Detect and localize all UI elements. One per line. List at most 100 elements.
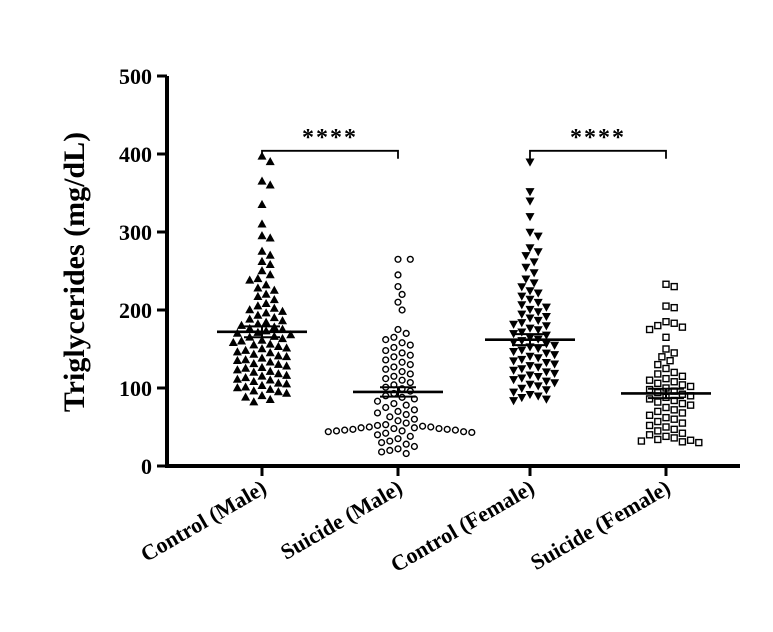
suicide-male-point (398, 349, 406, 357)
axes (165, 76, 740, 468)
control-female-point (525, 380, 535, 389)
control-male-point (269, 295, 279, 304)
suicide-male-point (398, 368, 406, 376)
suicide-male-point (460, 428, 468, 436)
suicide-male-point (402, 440, 410, 448)
suicide-male-point (398, 376, 406, 384)
suicide-male-point (378, 448, 386, 456)
control-female-point (509, 376, 519, 385)
suicide-male-point (468, 428, 476, 437)
control-female-point (509, 388, 519, 397)
suicide-male-point (382, 421, 390, 429)
control-male-point (249, 359, 259, 368)
control-female-point (517, 319, 527, 328)
y-axis-label: Triglycerides (mg/dL) (58, 132, 91, 412)
suicide-male-point (410, 442, 419, 451)
control-female-point (529, 258, 539, 267)
significance-stars: **** (570, 125, 626, 151)
control-female-point (533, 363, 543, 372)
control-female-point (550, 351, 560, 360)
suicide-male-point (382, 375, 390, 383)
control-male-point (277, 316, 288, 325)
significance-bracket (261, 149, 399, 159)
suicide-female-point (670, 282, 678, 291)
significance-annotations: **** **** (261, 125, 667, 159)
suicide-female-point (654, 370, 662, 378)
suicide-male-point (402, 401, 410, 409)
control-male-point (257, 219, 267, 228)
suicide-female-point (670, 349, 678, 357)
control-female-point (517, 374, 527, 383)
control-female-point (525, 228, 535, 237)
control-female-point (533, 326, 543, 335)
suicide-male-point (402, 449, 410, 458)
control-female-point (517, 301, 527, 310)
y-tick-label: 300 (119, 220, 152, 245)
suicide-male-point (386, 413, 394, 421)
control-male-point (261, 280, 271, 289)
control-female-point (525, 244, 535, 253)
control-male-point (245, 305, 255, 314)
y-tick-label: 100 (119, 376, 152, 401)
control-male-point (257, 353, 267, 362)
control-male-point (265, 156, 275, 166)
control-female-point (541, 358, 551, 368)
suicide-male-point (406, 370, 414, 378)
suicide-male-point (341, 426, 349, 434)
suicide-male-point (394, 255, 402, 263)
control-male-point (282, 370, 292, 379)
suicide-male-point (406, 341, 414, 349)
control-female-point (550, 341, 560, 350)
control-male-point (253, 310, 263, 319)
control-male-point (249, 367, 259, 376)
suicide-female-point (662, 345, 670, 353)
control-female-point (509, 397, 519, 406)
control-male-point (269, 312, 279, 322)
control-male-point (282, 361, 292, 370)
control-male-point (273, 359, 283, 368)
control-male-point (282, 388, 292, 397)
control-male-point (261, 289, 271, 298)
suicide-female-point (654, 398, 662, 406)
control-male-point (232, 355, 242, 365)
control-male-point (253, 283, 263, 292)
control-female-point (509, 357, 519, 366)
control-male-point (245, 314, 255, 323)
control-female-point (525, 352, 535, 361)
suicide-male-point (382, 429, 390, 437)
suicide-female-point (670, 425, 678, 434)
significance-stars: **** (302, 125, 358, 151)
significance-bracket (529, 149, 667, 159)
control-male-point (257, 266, 267, 275)
suicide-male-point (324, 428, 332, 436)
x-tick-label: Control (Male) (136, 475, 270, 567)
suicide-male-point (402, 410, 410, 419)
suicide-male-point (378, 439, 386, 447)
suicide-female-point (666, 357, 674, 365)
suicide-female-point (654, 360, 662, 369)
suicide-male-point (398, 290, 406, 299)
control-male-point (257, 371, 267, 380)
control-female-point (525, 188, 535, 197)
control-male-point (265, 357, 275, 366)
control-female-point (550, 379, 560, 388)
suicide-male-point (390, 353, 398, 361)
control-male-point (253, 301, 263, 310)
control-female-point (517, 310, 527, 319)
control-female-point (525, 158, 535, 167)
suicide-female-point (670, 303, 678, 312)
suicide-female-point (662, 318, 670, 326)
suicide-female-point (662, 374, 670, 383)
control-male-point (249, 340, 259, 349)
control-female-point (541, 331, 551, 340)
suicide-male-point (419, 422, 427, 430)
control-male-point (257, 390, 267, 400)
suicide-male-point (406, 378, 414, 387)
x-ticks: Control (Male) Suicide (Male)Control (Fem… (136, 466, 675, 577)
control-male-point (232, 374, 242, 383)
suicide-female-point (686, 382, 695, 391)
control-male-point (253, 291, 263, 301)
control-female-point (525, 390, 535, 400)
control-female-point (525, 314, 535, 323)
control-male-point (273, 378, 283, 387)
